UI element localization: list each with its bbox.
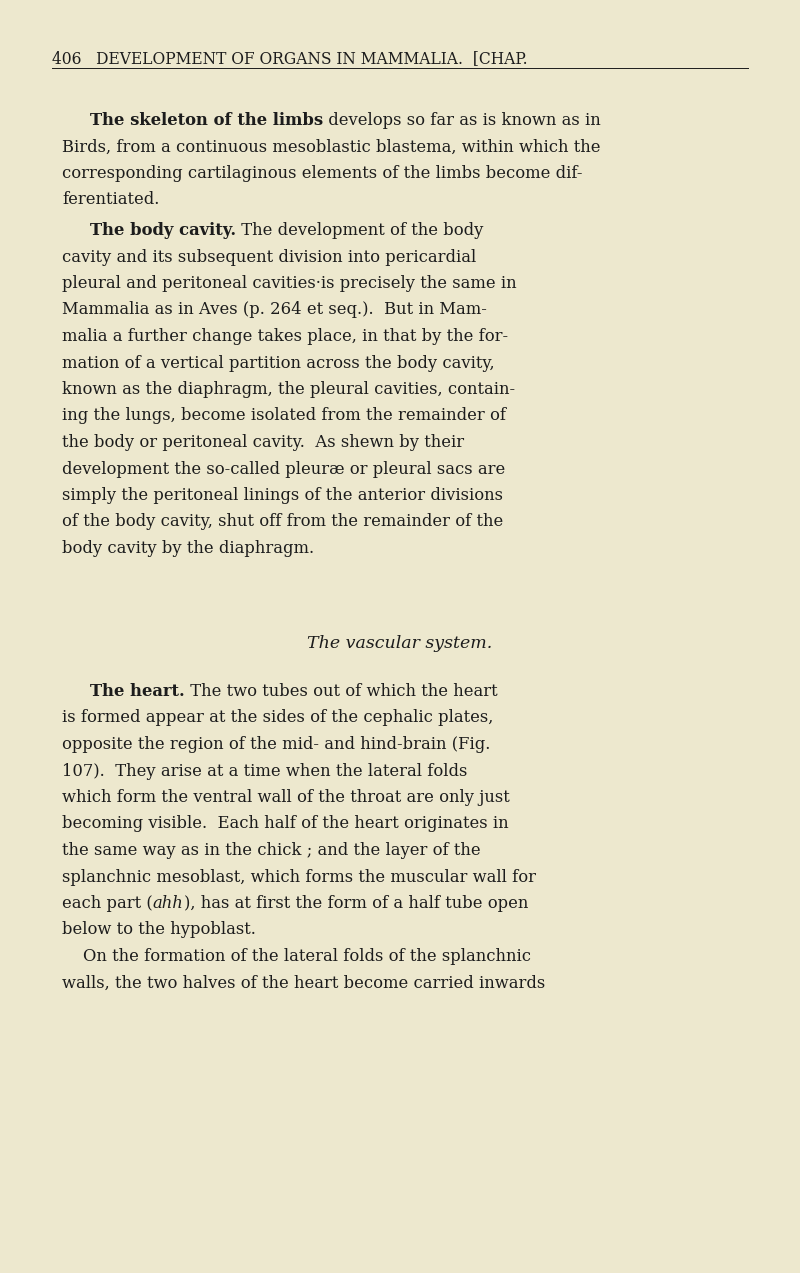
- Text: each part (: each part (: [62, 895, 153, 911]
- Text: Birds, from a continuous mesoblastic blastema, within which the: Birds, from a continuous mesoblastic bla…: [62, 139, 601, 155]
- Text: The body cavity.: The body cavity.: [90, 222, 236, 239]
- Text: which form the ventral wall of the throat are only just: which form the ventral wall of the throa…: [62, 789, 510, 806]
- Text: ing the lungs, become isolated from the remainder of: ing the lungs, become isolated from the …: [62, 407, 506, 424]
- Text: splanchnic mesoblast, which forms the muscular wall for: splanchnic mesoblast, which forms the mu…: [62, 868, 536, 886]
- Text: the same way as in the chick ; and the layer of the: the same way as in the chick ; and the l…: [62, 841, 481, 859]
- Text: development the so-called pleuræ or pleural sacs are: development the so-called pleuræ or pleu…: [62, 461, 506, 477]
- Text: develops so far as is known as in: develops so far as is known as in: [323, 112, 601, 129]
- Text: corresponding cartilaginous elements of the limbs become dif-: corresponding cartilaginous elements of …: [62, 165, 582, 182]
- Text: On the formation of the lateral folds of the splanchnic: On the formation of the lateral folds of…: [62, 948, 531, 965]
- Text: ahh: ahh: [153, 895, 183, 911]
- Text: walls, the two halves of the heart become carried inwards: walls, the two halves of the heart becom…: [62, 975, 546, 992]
- Text: known as the diaphragm, the pleural cavities, contain-: known as the diaphragm, the pleural cavi…: [62, 381, 515, 398]
- Text: ), has at first the form of a half tube open: ), has at first the form of a half tube …: [183, 895, 528, 911]
- Text: cavity and its subsequent division into pericardial: cavity and its subsequent division into …: [62, 248, 476, 266]
- Text: pleural and peritoneal cavities·is precisely the same in: pleural and peritoneal cavities·is preci…: [62, 275, 517, 292]
- Text: malia a further change takes place, in that by the for-: malia a further change takes place, in t…: [62, 328, 508, 345]
- Text: Mammalia as in Aves (p. 264 et seq.).  But in Mam-: Mammalia as in Aves (p. 264 et seq.). Bu…: [62, 302, 487, 318]
- Text: ferentiated.: ferentiated.: [62, 191, 159, 209]
- Text: The vascular system.: The vascular system.: [307, 635, 493, 652]
- Text: The development of the body: The development of the body: [236, 222, 483, 239]
- Text: is formed appear at the sides of the cephalic plates,: is formed appear at the sides of the cep…: [62, 709, 494, 727]
- Text: The skeleton of the limbs: The skeleton of the limbs: [90, 112, 323, 129]
- Text: simply the peritoneal linings of the anterior divisions: simply the peritoneal linings of the ant…: [62, 488, 503, 504]
- Text: becoming visible.  Each half of the heart originates in: becoming visible. Each half of the heart…: [62, 816, 509, 833]
- Text: 406   DEVELOPMENT OF ORGANS IN MAMMALIA.  [CHAP.: 406 DEVELOPMENT OF ORGANS IN MAMMALIA. […: [52, 50, 528, 67]
- Text: of the body cavity, shut off from the remainder of the: of the body cavity, shut off from the re…: [62, 513, 503, 531]
- Text: The two tubes out of which the heart: The two tubes out of which the heart: [185, 684, 498, 700]
- Text: The heart.: The heart.: [90, 684, 185, 700]
- Text: the body or peritoneal cavity.  As shewn by their: the body or peritoneal cavity. As shewn …: [62, 434, 464, 451]
- Text: below to the hypoblast.: below to the hypoblast.: [62, 922, 256, 938]
- Text: 107).  They arise at a time when the lateral folds: 107). They arise at a time when the late…: [62, 763, 467, 779]
- Text: opposite the region of the mid- and hind-brain (Fig.: opposite the region of the mid- and hind…: [62, 736, 490, 754]
- Text: mation of a vertical partition across the body cavity,: mation of a vertical partition across th…: [62, 354, 494, 372]
- Text: body cavity by the diaphragm.: body cavity by the diaphragm.: [62, 540, 314, 558]
